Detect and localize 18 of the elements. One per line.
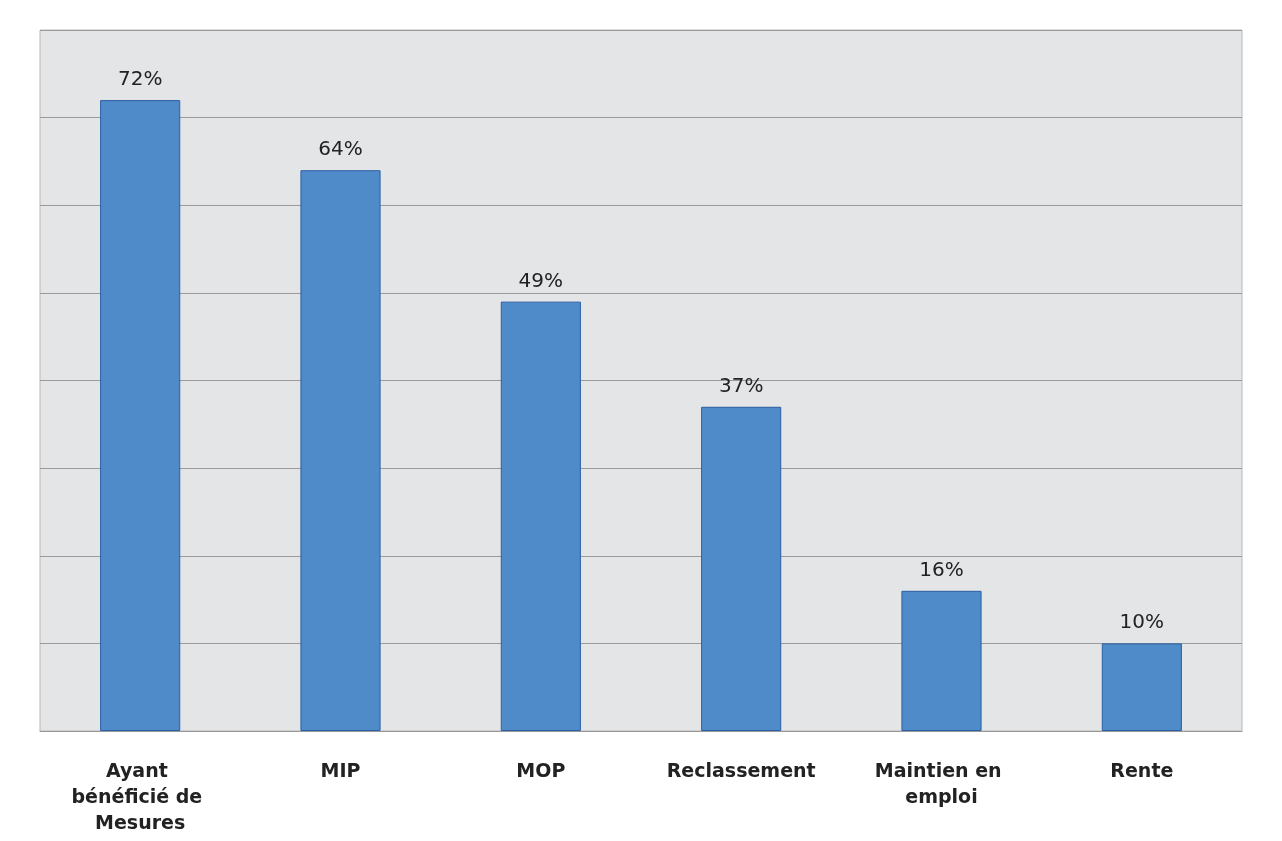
x-tick-label: MOP bbox=[516, 759, 566, 781]
bar bbox=[100, 100, 181, 731]
data-label: 64% bbox=[318, 136, 363, 161]
bar bbox=[701, 406, 782, 731]
x-tick-label: Reclassement bbox=[666, 759, 816, 781]
bar bbox=[300, 170, 381, 731]
bar bbox=[1101, 643, 1182, 731]
data-label: 16% bbox=[919, 556, 964, 581]
data-label: 49% bbox=[518, 267, 564, 292]
bar bbox=[901, 590, 982, 731]
x-tick-label: Maintien en emploi bbox=[874, 759, 1009, 807]
bar bbox=[500, 301, 581, 731]
x-tick-label: Ayant bénéficié de Mesures bbox=[71, 759, 209, 833]
data-label: 37% bbox=[718, 372, 764, 397]
x-tick-label: MIP bbox=[320, 759, 361, 781]
x-tick-label: Rente bbox=[1110, 759, 1174, 781]
data-label: 72% bbox=[117, 66, 163, 91]
data-label: 10% bbox=[1119, 609, 1165, 634]
